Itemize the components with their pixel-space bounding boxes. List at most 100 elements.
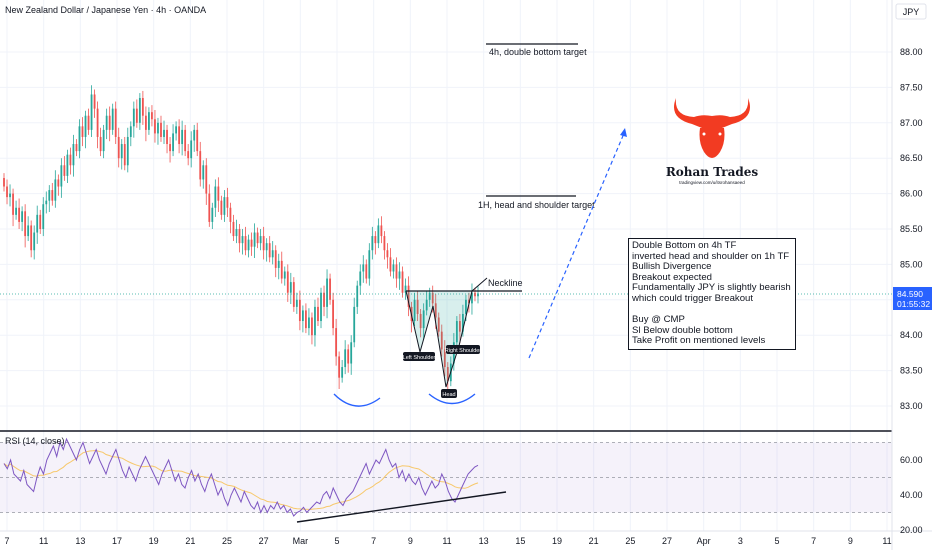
candle-down[interactable]: [305, 310, 307, 329]
candle-up[interactable]: [314, 306, 316, 336]
candle-down[interactable]: [57, 179, 60, 187]
candle-down[interactable]: [123, 144, 126, 166]
candle-up[interactable]: [353, 306, 356, 343]
candle-up[interactable]: [308, 317, 310, 329]
candle-up[interactable]: [344, 349, 347, 368]
candle-up[interactable]: [425, 299, 428, 311]
candle-down[interactable]: [12, 193, 14, 215]
candle-down[interactable]: [93, 94, 96, 109]
candle-down[interactable]: [199, 151, 202, 180]
candle-up[interactable]: [27, 225, 30, 237]
candle-up[interactable]: [461, 313, 464, 332]
candle-down[interactable]: [18, 207, 21, 222]
time-axis[interactable]: 7 11 13 17 19 21 25 27 Mar 5 7 9 11 13 15 19 21 25 27 Apr 3 5…: [4, 536, 891, 546]
price-pane[interactable]: [3, 85, 479, 393]
candle-down[interactable]: [114, 108, 117, 137]
candle-up[interactable]: [15, 207, 17, 215]
candle-down[interactable]: [87, 115, 90, 130]
candle-up[interactable]: [60, 165, 63, 187]
candle-up[interactable]: [21, 211, 24, 222]
candle-down[interactable]: [419, 313, 422, 329]
candle-up[interactable]: [477, 293, 479, 297]
rsi-axis[interactable]: 60.00 40.00 20.00: [900, 455, 923, 535]
candle-up[interactable]: [48, 190, 51, 201]
candle-down[interactable]: [431, 292, 434, 304]
candle-down[interactable]: [81, 126, 84, 137]
candle-down[interactable]: [440, 331, 443, 350]
candle-up[interactable]: [428, 292, 431, 300]
candle-down[interactable]: [446, 367, 449, 382]
candle-up[interactable]: [102, 129, 105, 152]
price-badge[interactable]: [893, 287, 932, 310]
candle-down[interactable]: [458, 321, 461, 332]
candle-up[interactable]: [277, 260, 280, 268]
double-bottom-arc-left[interactable]: [333, 393, 381, 407]
candle-down[interactable]: [96, 108, 99, 137]
candle-up[interactable]: [193, 129, 196, 141]
candle-down[interactable]: [474, 292, 476, 297]
candle-up[interactable]: [78, 126, 81, 152]
trade-notes-box[interactable]: Double Bottom on 4h TF inverted head and…: [628, 238, 796, 350]
candle-down[interactable]: [6, 186, 8, 198]
candle-up[interactable]: [356, 285, 359, 307]
candle-up[interactable]: [265, 243, 268, 251]
candle-down[interactable]: [468, 299, 470, 304]
candle-down[interactable]: [401, 271, 404, 293]
candle-down[interactable]: [335, 328, 338, 357]
candle-down[interactable]: [160, 122, 162, 137]
candle-up[interactable]: [283, 271, 286, 279]
rsi-divergence-line[interactable]: [296, 491, 507, 523]
candle-up[interactable]: [362, 264, 365, 272]
candle-up[interactable]: [241, 236, 244, 244]
candle-up[interactable]: [84, 115, 87, 137]
candle-down[interactable]: [226, 197, 229, 208]
candle-down[interactable]: [280, 260, 283, 279]
candle-up[interactable]: [54, 179, 57, 201]
candle-up[interactable]: [202, 165, 205, 180]
candle-up[interactable]: [157, 122, 159, 134]
candle-down[interactable]: [196, 129, 199, 152]
candle-down[interactable]: [311, 317, 313, 336]
candle-up[interactable]: [129, 126, 132, 137]
candle-up[interactable]: [163, 129, 165, 137]
candle-down[interactable]: [99, 136, 102, 152]
candle-down[interactable]: [407, 285, 410, 307]
candle-up[interactable]: [36, 214, 39, 233]
candle-up[interactable]: [289, 282, 292, 293]
candle-down[interactable]: [434, 303, 437, 318]
candle-down[interactable]: [144, 115, 147, 130]
candle-up[interactable]: [120, 144, 123, 159]
candle-down[interactable]: [383, 236, 386, 251]
candle-down[interactable]: [108, 115, 111, 130]
rsi-label[interactable]: RSI (14, close): [5, 436, 65, 446]
candle-down[interactable]: [208, 193, 211, 222]
candle-down[interactable]: [437, 317, 440, 332]
candle-up[interactable]: [341, 367, 344, 378]
candle-down[interactable]: [238, 229, 241, 244]
candle-down[interactable]: [30, 225, 33, 251]
candle-up[interactable]: [72, 144, 75, 166]
candle-down[interactable]: [323, 292, 325, 307]
candle-up[interactable]: [105, 115, 108, 130]
candle-down[interactable]: [117, 136, 120, 159]
candle-down[interactable]: [374, 236, 377, 244]
candle-up[interactable]: [471, 292, 473, 304]
double-bottom-arc-right[interactable]: [428, 393, 476, 405]
candle-up[interactable]: [371, 236, 374, 251]
candle-up[interactable]: [214, 186, 217, 208]
candle-down[interactable]: [169, 144, 171, 152]
candle-down[interactable]: [380, 225, 383, 237]
candle-down[interactable]: [184, 129, 187, 152]
candle-down[interactable]: [332, 299, 334, 329]
candle-down[interactable]: [244, 236, 247, 251]
candle-up[interactable]: [377, 225, 380, 244]
candle-down[interactable]: [187, 151, 190, 159]
candle-down[interactable]: [416, 299, 419, 314]
candle-up[interactable]: [413, 299, 416, 322]
candle-up[interactable]: [320, 292, 322, 322]
candle-up[interactable]: [368, 250, 371, 279]
candle-down[interactable]: [256, 232, 259, 244]
candle-down[interactable]: [135, 108, 138, 123]
candle-up[interactable]: [465, 299, 467, 314]
candle-up[interactable]: [455, 321, 458, 343]
